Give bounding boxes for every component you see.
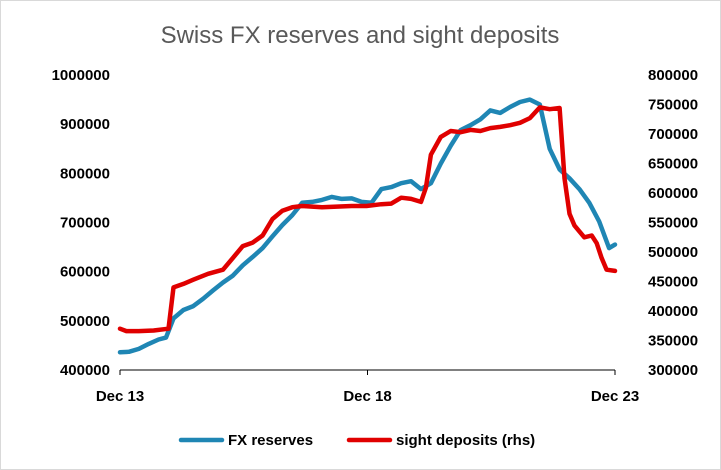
y-left-tick-label: 400000	[60, 362, 110, 379]
chart-title: Swiss FX reserves and sight deposits	[161, 22, 560, 49]
y-right-tick-label: 400000	[648, 303, 698, 320]
legend: FX reserves sight deposits (rhs)	[178, 432, 535, 449]
y-right-tick-label: 700000	[648, 126, 698, 143]
x-tick-label: Dec 13	[96, 388, 144, 405]
legend-label-sight-deposits: sight deposits (rhs)	[396, 432, 535, 449]
y-left-tick-label: 700000	[60, 215, 110, 232]
x-tick-label: Dec 23	[591, 388, 639, 405]
y-left-tick-label: 500000	[60, 313, 110, 330]
x-axis: Dec 13 Dec 18 Dec 23	[96, 370, 639, 405]
y-right-tick-label: 450000	[648, 274, 698, 291]
y-left-tick-label: 1000000	[52, 67, 110, 84]
y-left-tick-label: 600000	[60, 264, 110, 281]
series-line-fx-reserves	[117, 97, 618, 355]
y-right-tick-label: 800000	[648, 67, 698, 84]
y-left-tick-label: 800000	[60, 165, 110, 182]
left-axis: 400000 500000 600000 700000 800000 900000 1000…	[52, 67, 110, 379]
y-left-tick-label: 900000	[60, 116, 110, 133]
x-tick-label: Dec 18	[343, 388, 391, 405]
y-right-tick-label: 750000	[648, 97, 698, 114]
right-axis: 300000 350000 400000 450000 500000 550000 6000…	[648, 67, 698, 379]
y-right-tick-label: 600000	[648, 185, 698, 202]
y-right-tick-label: 350000	[648, 333, 698, 350]
y-right-tick-label: 550000	[648, 215, 698, 232]
y-right-tick-label: 650000	[648, 156, 698, 173]
y-right-tick-label: 300000	[648, 362, 698, 379]
series-line-sight-deposits-rhs	[117, 105, 618, 334]
y-right-tick-label: 500000	[648, 244, 698, 261]
series-layer	[117, 97, 618, 355]
legend-label-fx-reserves: FX reserves	[228, 432, 313, 449]
